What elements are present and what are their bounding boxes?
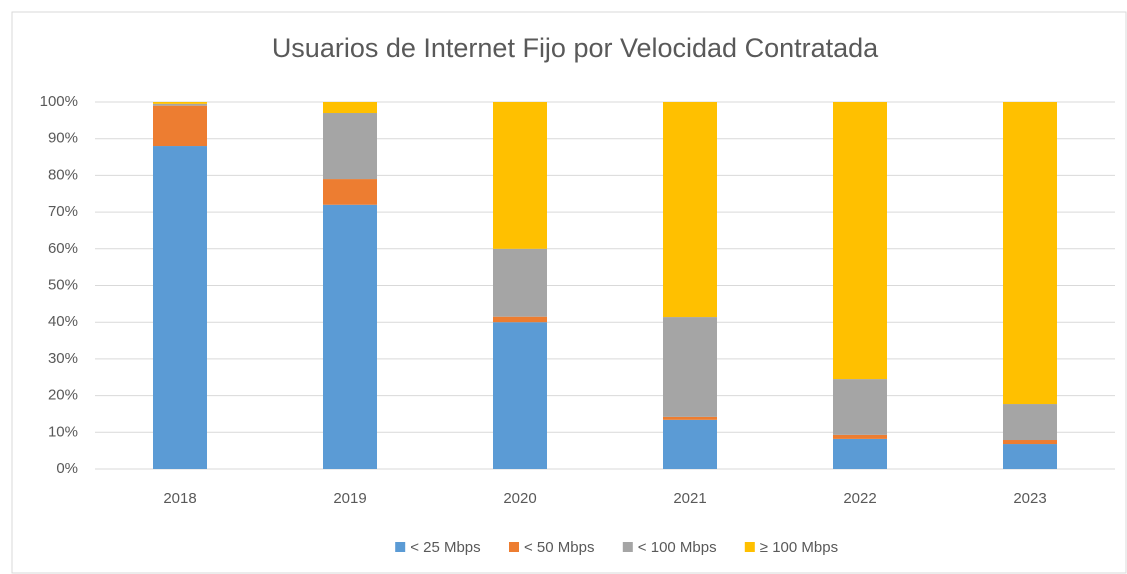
- bar-segment: [153, 102, 207, 104]
- x-tick-label: 2018: [163, 490, 196, 507]
- legend-swatch: [744, 542, 755, 552]
- legend-label: < 25 Mbps: [410, 539, 480, 556]
- y-tick-label: 80%: [48, 166, 78, 183]
- bar-segment: [1003, 444, 1057, 469]
- x-tick-label: 2023: [1013, 490, 1046, 507]
- legend-label: < 100 Mbps: [638, 539, 717, 556]
- bar-segment: [1003, 404, 1057, 441]
- bar-segment: [153, 146, 207, 470]
- bar-segment: [493, 316, 547, 323]
- bar-segment: [663, 317, 717, 417]
- y-tick-label: 10%: [48, 423, 78, 440]
- bar-segment: [493, 322, 547, 469]
- legend-label: ≥ 100 Mbps: [760, 539, 838, 556]
- bar-segment: [323, 179, 377, 205]
- bar-segment: [323, 102, 377, 114]
- y-tick-label: 100%: [40, 93, 78, 110]
- bar-segment: [1003, 440, 1057, 445]
- x-tick-label: 2020: [503, 490, 536, 507]
- legend-swatch: [509, 542, 519, 552]
- bar-segment: [663, 416, 717, 420]
- y-tick-label: 20%: [48, 387, 78, 404]
- bar-segment: [153, 103, 207, 106]
- legend-swatch: [622, 542, 633, 552]
- bar-segment: [153, 105, 207, 147]
- legend-swatch: [395, 542, 406, 552]
- x-tick-label: 2022: [843, 490, 876, 507]
- bar-segment: [833, 434, 887, 439]
- bar-segment: [663, 419, 717, 469]
- chart-title: Usuarios de Internet Fijo por Velocidad …: [272, 33, 879, 63]
- bar-segment: [323, 113, 377, 180]
- bar-segment: [833, 102, 887, 380]
- bar-segment: [1003, 102, 1057, 405]
- bar-segment: [323, 204, 377, 469]
- bar-segment: [493, 248, 547, 317]
- x-tick-label: 2021: [673, 490, 706, 507]
- y-tick-label: 30%: [48, 350, 78, 367]
- y-tick-label: 0%: [56, 460, 78, 477]
- y-tick-label: 60%: [48, 240, 78, 257]
- bar-segment: [833, 379, 887, 435]
- y-tick-label: 40%: [48, 313, 78, 330]
- y-tick-label: 90%: [48, 130, 78, 147]
- bar-segment: [663, 102, 717, 318]
- legend-label: < 50 Mbps: [524, 539, 594, 556]
- y-tick-label: 50%: [48, 276, 78, 293]
- x-tick-label: 2019: [333, 490, 366, 507]
- bar-segment: [833, 438, 887, 469]
- bar-segment: [493, 102, 547, 249]
- y-tick-label: 70%: [48, 203, 78, 220]
